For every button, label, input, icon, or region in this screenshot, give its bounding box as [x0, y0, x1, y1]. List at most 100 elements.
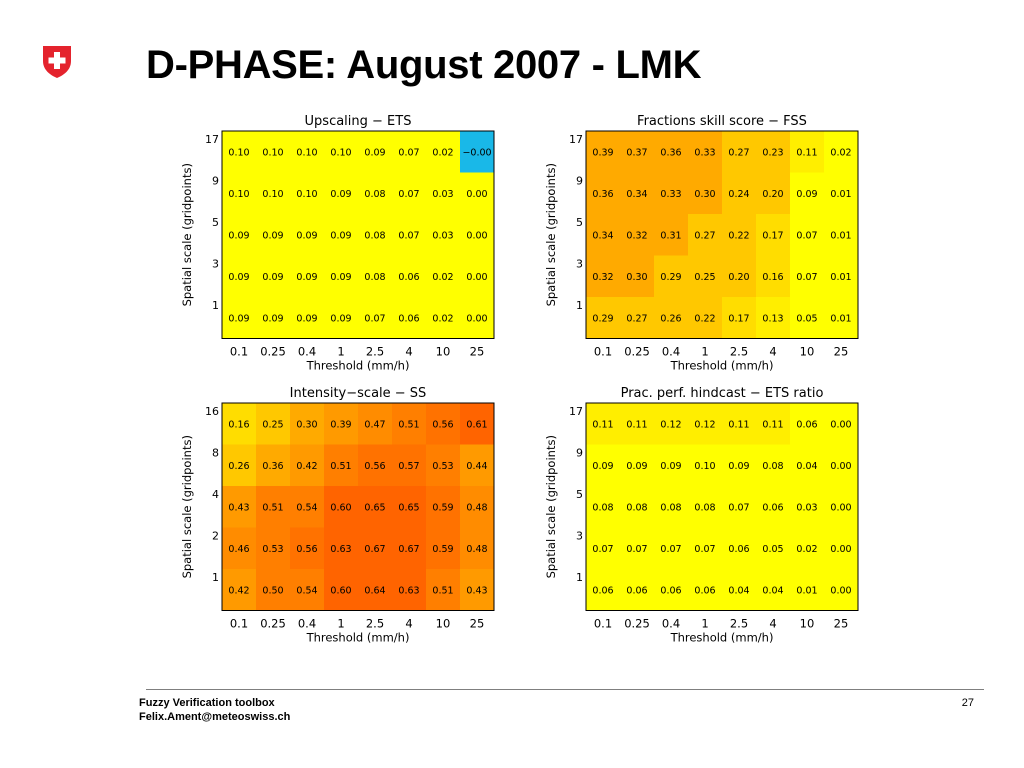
cell-value-label: 0.54	[296, 585, 317, 596]
cell-value-label: 0.51	[330, 461, 351, 472]
heatmap-cell	[324, 527, 359, 570]
heatmap-cell	[290, 297, 325, 339]
cell-value-label: 0.33	[694, 147, 715, 158]
heatmap-cell	[688, 403, 723, 445]
cell-value-label: 0.56	[432, 419, 453, 430]
heatmap-cell	[290, 444, 325, 487]
cell-value-label: 0.30	[694, 189, 715, 200]
heatmap-cell	[790, 569, 825, 611]
cell-value-label: 0.57	[398, 461, 419, 472]
cell-value-label: 0.10	[694, 461, 715, 472]
heatmap-cell	[756, 172, 791, 215]
heatmap-cell	[256, 569, 291, 611]
y-tick-label: 1	[212, 571, 219, 584]
cell-value-label: 0.10	[228, 147, 249, 158]
heatmap-cell	[358, 297, 393, 339]
x-tick-label: 10	[436, 617, 451, 631]
cell-value-label: 0.39	[330, 419, 351, 430]
heatmap-panel-upscaling-ets: Upscaling − ETS 0.10 0.10 0.10 0.10 0.09 0.07 0…	[174, 107, 514, 373]
heatmap-cell	[688, 214, 723, 256]
cell-value-label: 0.03	[432, 189, 453, 200]
cell-value-label: 0.48	[466, 544, 487, 555]
x-tick-label: 25	[470, 617, 485, 631]
heatmap-cell	[722, 131, 757, 173]
cell-value-label: 0.08	[626, 502, 647, 513]
x-tick-label: 4	[769, 345, 776, 359]
heatmap-frame	[585, 130, 859, 339]
cell-value-label: 0.30	[296, 419, 317, 430]
cell-value-label: 0.61	[466, 419, 487, 430]
heatmap-cell	[790, 214, 825, 256]
y-tick-label: 3	[576, 258, 583, 271]
cell-value-label: 0.12	[694, 419, 715, 430]
heatmap-cell	[654, 527, 689, 570]
cell-value-label: 0.09	[796, 189, 817, 200]
y-tick-label: 9	[576, 447, 583, 460]
heatmap-cell	[290, 255, 325, 298]
x-tick-label: 0.4	[662, 617, 680, 631]
x-tick-label: 4	[405, 345, 412, 359]
heatmap-cell	[460, 214, 495, 256]
cell-value-label: 0.08	[592, 502, 613, 513]
heatmap-cell	[222, 214, 257, 256]
heatmap-cell	[586, 527, 621, 570]
heatmap-cell	[460, 444, 495, 487]
heatmap-cell	[790, 131, 825, 173]
cell-value-label: 0.36	[592, 189, 613, 200]
heatmap-cell	[426, 486, 461, 528]
footer-text: Fuzzy Verification toolbox Felix.Ament@m…	[139, 696, 290, 724]
heatmap-cell	[586, 569, 621, 611]
cell-value-label: 0.09	[728, 461, 749, 472]
cell-value-label: 0.60	[330, 502, 351, 513]
heatmap-cell	[586, 214, 621, 256]
cell-value-label: 0.00	[466, 313, 487, 324]
heatmap-cell	[688, 486, 723, 528]
heatmap-cell	[688, 297, 723, 339]
heatmap-cell	[722, 569, 757, 611]
slide-title: D-PHASE: August 2007 - LMK	[146, 43, 702, 87]
heatmap-cell	[222, 255, 257, 298]
heatmap-cell	[790, 527, 825, 570]
cell-value-label: 0.04	[796, 461, 817, 472]
y-axis-label: Spatial scale (gridpoints)	[180, 435, 194, 578]
x-tick-label: 0.4	[298, 345, 316, 359]
y-tick-label: 9	[212, 175, 219, 188]
cell-value-label: 0.43	[466, 585, 487, 596]
cell-value-label: 0.11	[796, 147, 817, 158]
cell-value-label: 0.56	[364, 461, 385, 472]
cell-value-label: 0.09	[296, 230, 317, 241]
x-tick-label: 0.25	[624, 345, 650, 359]
heatmap-cell	[460, 569, 495, 611]
cell-value-label: 0.01	[796, 585, 817, 596]
heatmap-cell	[222, 444, 257, 487]
cell-value-label: 0.06	[728, 544, 749, 555]
y-axis-label: Spatial scale (gridpoints)	[180, 163, 194, 306]
x-tick-label: 2.5	[730, 345, 748, 359]
heatmap-cell	[688, 172, 723, 215]
cell-value-label: 0.29	[660, 272, 681, 283]
x-tick-label: 4	[769, 617, 776, 631]
cell-value-label: −0.00	[462, 147, 491, 158]
cell-value-label: 0.20	[728, 272, 749, 283]
cell-value-label: 0.07	[364, 313, 385, 324]
heatmap-cell	[790, 403, 825, 445]
heatmap-title: Fractions skill score − FSS	[637, 114, 807, 129]
cell-value-label: 0.64	[364, 585, 385, 596]
y-tick-label: 1	[212, 299, 219, 312]
x-tick-label: 2.5	[730, 617, 748, 631]
x-tick-label: 0.1	[230, 617, 248, 631]
cell-value-label: 0.36	[660, 147, 681, 158]
heatmap-cell	[358, 527, 393, 570]
heatmap-cell	[756, 444, 791, 487]
cell-value-label: 0.44	[466, 461, 487, 472]
y-tick-label: 17	[569, 133, 583, 146]
cell-value-label: 0.00	[830, 461, 851, 472]
heatmap-cell	[460, 403, 495, 445]
cell-value-label: 0.02	[796, 544, 817, 555]
heatmap-cell	[790, 444, 825, 487]
heatmap-cell	[256, 214, 291, 256]
cell-value-label: 0.33	[660, 189, 681, 200]
cell-value-label: 0.08	[364, 272, 385, 283]
cell-value-label: 0.03	[432, 230, 453, 241]
